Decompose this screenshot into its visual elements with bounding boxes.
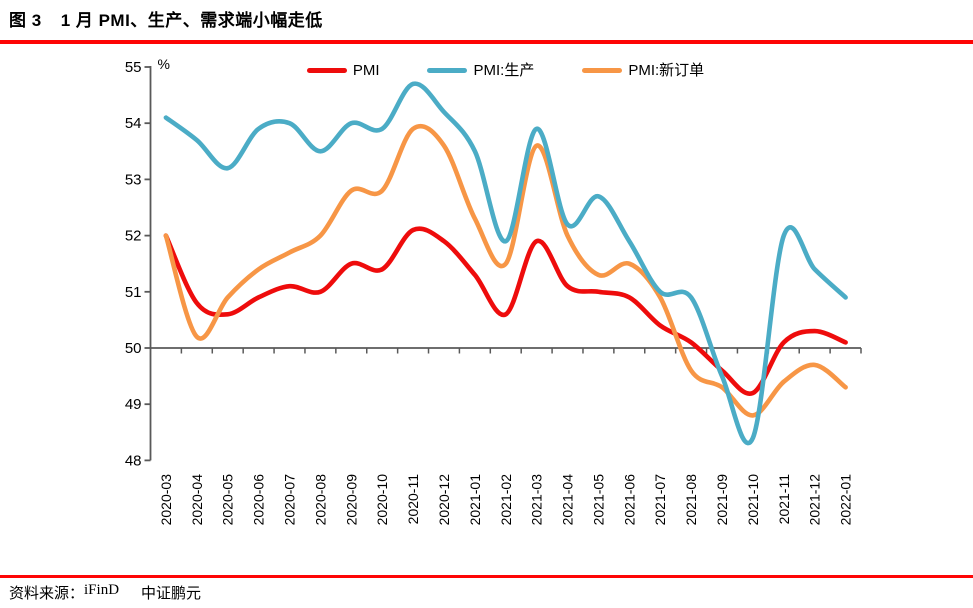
legend-item-pmi: PMI <box>306 61 380 79</box>
y-tick-label: 49 <box>125 396 142 413</box>
x-axis-label: 2021-06 <box>621 474 637 526</box>
legend-swatch-pmi <box>306 67 347 73</box>
x-axis-label: 2021-02 <box>498 474 514 526</box>
figure-label: 图 3 <box>9 11 42 30</box>
series-line-pmi <box>163 226 848 396</box>
legend-label-new-orders: PMI:新订单 <box>628 61 705 79</box>
x-axis-labels: 2020-03 2020-04 2020-05 2020-06 2020-07 2020-… <box>158 474 854 526</box>
y-tick-label: 52 <box>125 228 142 245</box>
x-axis-label: 2020-04 <box>189 474 205 526</box>
x-axis-label: 2020-07 <box>282 474 298 526</box>
legend-item-production: PMI:生产 <box>427 63 534 78</box>
source-ifind: iFinD <box>84 582 120 598</box>
x-baseline <box>150 347 862 354</box>
x-axis-label: 2020-11 <box>405 474 421 525</box>
x-axis-label: 2021-12 <box>807 474 823 526</box>
x-axis-label: 2020-08 <box>312 474 328 526</box>
top-red-rule <box>0 40 973 44</box>
legend-item-new-orders: PMI:新订单 <box>582 63 704 78</box>
legend-label-production: PMI:生产 <box>473 61 535 79</box>
y-tick-label: 55 <box>125 59 142 76</box>
x-axis-label: 2021-03 <box>529 474 545 526</box>
legend-label-pmi: PMI <box>352 61 380 79</box>
x-axis-label: 2020-03 <box>158 474 174 526</box>
figure-header: 图 3 1 月 PMI、生产、需求端小幅走低 <box>9 6 323 31</box>
y-axis-unit-label: % <box>158 56 170 72</box>
y-tick-label: 54 <box>125 115 142 132</box>
x-axis-label: 2020-06 <box>251 474 267 526</box>
x-axis-label: 2021-11 <box>776 474 792 525</box>
x-axis-label: 2021-01 <box>467 474 483 526</box>
footer-gap <box>119 582 141 603</box>
y-tick-label: 50 <box>125 340 142 357</box>
series-line-production <box>163 81 848 446</box>
x-axis-label: 2020-12 <box>436 474 452 526</box>
x-axis-label: 2021-08 <box>683 474 699 526</box>
source-label: 资料来源： <box>9 586 85 602</box>
y-tick-label: 48 <box>125 452 142 469</box>
x-axis-label: 2021-09 <box>714 474 730 526</box>
x-axis-label: 2021-04 <box>560 474 576 526</box>
series-lines <box>163 81 848 446</box>
legend-swatch-production <box>427 67 468 73</box>
x-axis-label: 2020-05 <box>220 474 236 526</box>
figure-title: 1 月 PMI、生产、需求端小幅走低 <box>60 11 323 30</box>
y-tick-label: 51 <box>125 284 142 301</box>
x-axis-label: 2020-09 <box>343 474 359 526</box>
chart-legend: PMI PMI:生产 PMI:新订单 <box>150 59 861 81</box>
legend-swatch-new-orders <box>582 67 623 73</box>
series-line-new_orders <box>163 123 848 418</box>
y-axis: 55 54 53 52 51 50 49 48% <box>125 56 170 469</box>
bottom-red-rule <box>0 575 973 578</box>
x-axis-label: 2020-10 <box>374 474 390 526</box>
source-agency: 中证鹏元 <box>141 586 202 602</box>
x-axis-label: 2022-01 <box>838 474 854 526</box>
y-tick-label: 53 <box>125 171 142 188</box>
x-axis-label: 2021-05 <box>590 474 606 526</box>
x-axis-label: 2021-10 <box>745 474 761 526</box>
figure-footer: 资料来源： iFinD 中证鹏元 <box>9 582 201 603</box>
x-axis-label: 2021-07 <box>652 474 668 526</box>
